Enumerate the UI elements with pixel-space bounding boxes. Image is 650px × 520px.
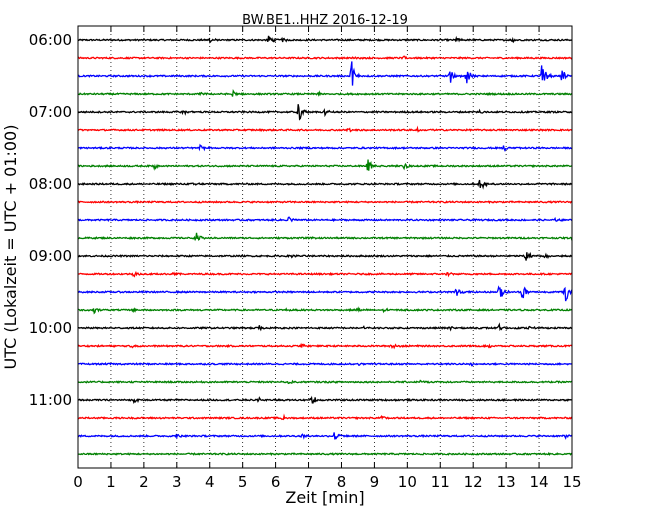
trace-11:15: [77, 413, 573, 421]
trace-08:45: [77, 232, 573, 242]
x-tick-label: 0: [73, 473, 83, 491]
plot-frame: [77, 25, 573, 469]
x-tick-label: 5: [238, 473, 248, 491]
trace-09:15: [77, 270, 573, 278]
trace-08:30: [77, 216, 573, 223]
x-axis-ticks: 0 1 2 3 4 5 6 7 8 9 10 11 12 13 14 15: [73, 26, 582, 491]
trace-10:30: [77, 361, 573, 367]
y-tick-label: 09:00: [29, 247, 72, 265]
x-tick-label: 15: [562, 473, 581, 491]
x-tick-label: 11: [431, 473, 450, 491]
trace-11:30: [77, 432, 573, 440]
x-axis-label: Zeit [min]: [285, 488, 364, 507]
trace-10:15: [77, 342, 573, 350]
trace-07:00: [77, 104, 573, 121]
trace-11:00: [77, 395, 573, 405]
x-tick-label: 6: [271, 473, 281, 491]
x-tick-label: 3: [172, 473, 182, 491]
trace-06:30: [77, 61, 573, 86]
y-axis-ticks: 06:00 07:00 08:00 09:00 10:00 11:00: [29, 31, 572, 409]
trace-09:45: [77, 306, 573, 315]
y-tick-label: 07:00: [29, 103, 72, 121]
trace-07:15: [77, 125, 573, 133]
x-tick-label: 13: [497, 473, 516, 491]
y-tick-label: 10:00: [29, 319, 72, 337]
y-tick-label: 08:00: [29, 175, 72, 193]
x-tick-label: 10: [398, 473, 417, 491]
x-tick-label: 7: [304, 473, 314, 491]
chart-title: BW.BE1..HHZ 2016-12-19: [242, 13, 408, 28]
x-tick-label: 4: [205, 473, 215, 491]
trace-10:00: [77, 322, 573, 332]
trace-08:00: [77, 179, 573, 190]
trace-07:45: [77, 159, 573, 171]
trace-10:45: [77, 379, 573, 385]
x-tick-label: 14: [530, 473, 549, 491]
trace-09:30: [77, 285, 573, 302]
y-tick-label: 11:00: [29, 391, 72, 409]
seismic-traces: [77, 35, 573, 457]
trace-07:30: [77, 143, 573, 153]
trace-09:00: [77, 251, 573, 261]
x-tick-label: 8: [337, 473, 347, 491]
trace-11:45: [77, 451, 573, 457]
grid-lines: [110, 26, 540, 468]
x-tick-label: 1: [106, 473, 116, 491]
trace-06:15: [77, 55, 573, 61]
trace-06:45: [77, 89, 573, 97]
x-tick-label: 12: [464, 473, 483, 491]
trace-06:00: [77, 35, 573, 44]
x-tick-label: 2: [139, 473, 149, 491]
y-tick-label: 06:00: [29, 31, 72, 49]
y-axis-label: UTC (Lokalzeit = UTC + 01:00): [1, 125, 20, 370]
trace-08:15: [77, 200, 573, 205]
x-tick-label: 9: [370, 473, 380, 491]
